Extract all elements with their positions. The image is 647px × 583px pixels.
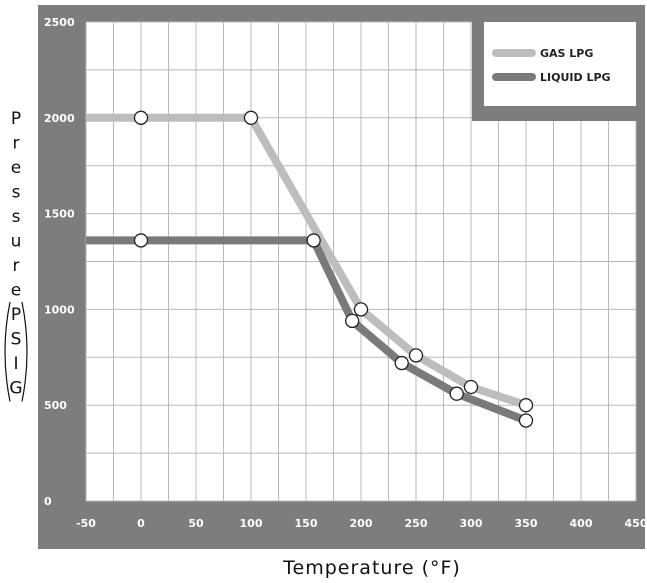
y-axis-title-letter: I — [13, 354, 18, 374]
data-point — [345, 313, 360, 329]
data-point — [449, 386, 464, 401]
data-point — [243, 110, 259, 125]
x-tick-label: 100 — [240, 517, 263, 530]
x-tick-label: 200 — [350, 517, 373, 530]
y-axis-title-letter: P — [11, 109, 21, 129]
legend-box — [484, 22, 636, 106]
x-tick-label: -50 — [76, 517, 96, 530]
x-tick-label: 300 — [460, 517, 483, 530]
data-point — [518, 413, 534, 428]
legend-label-liquid-lpg: LIQUID LPG — [540, 71, 611, 84]
legend-label-gas-lpg: GAS LPG — [540, 47, 593, 60]
y-axis-title-letter: G — [9, 379, 22, 399]
y-axis-title-paren-open — [4, 301, 11, 402]
y-axis-title-letter: P — [11, 305, 21, 325]
y-tick-labels: 0 500 1000 1500 2000 2500 — [44, 16, 75, 508]
y-axis-title-letter: s — [12, 207, 21, 227]
y-tick-label: 2000 — [44, 112, 75, 125]
data-point — [394, 355, 409, 371]
legend: GAS LPG LIQUID LPG — [472, 8, 645, 121]
data-point — [518, 398, 534, 413]
data-point — [133, 110, 149, 125]
y-axis-title-letter: s — [12, 183, 21, 203]
x-tick-label: 0 — [137, 517, 145, 530]
y-axis-title-letter: r — [13, 256, 20, 276]
x-tick-label: 250 — [405, 517, 428, 530]
y-tick-label: 500 — [44, 399, 67, 412]
y-axis-title-letter: S — [11, 330, 22, 350]
y-axis-title-letter: r — [13, 134, 20, 154]
data-point — [133, 233, 149, 248]
series-markers — [133, 110, 534, 428]
x-tick-label: 150 — [295, 517, 318, 530]
data-point — [306, 233, 321, 248]
data-point — [353, 302, 369, 317]
data-point — [463, 379, 479, 395]
x-tick-label: 350 — [515, 517, 538, 530]
y-axis-title-paren-close — [21, 301, 28, 402]
x-tick-label: 400 — [570, 517, 593, 530]
y-tick-label: 1500 — [44, 208, 75, 221]
x-tick-label: 50 — [188, 517, 204, 530]
y-tick-label: 0 — [44, 495, 52, 508]
y-tick-label: 1000 — [44, 303, 75, 316]
y-axis-title-letter: u — [11, 232, 22, 252]
x-tick-label: 450 — [625, 517, 647, 530]
x-axis-title: Temperature (°F) — [282, 557, 461, 579]
data-point — [408, 348, 424, 363]
y-axis-title-letter: e — [11, 158, 21, 178]
x-tick-labels: -50 0 50 100 150 200 250 300 350 400 450 — [76, 517, 647, 530]
y-tick-label: 2500 — [44, 16, 75, 29]
y-axis-title-letter: e — [11, 281, 21, 301]
